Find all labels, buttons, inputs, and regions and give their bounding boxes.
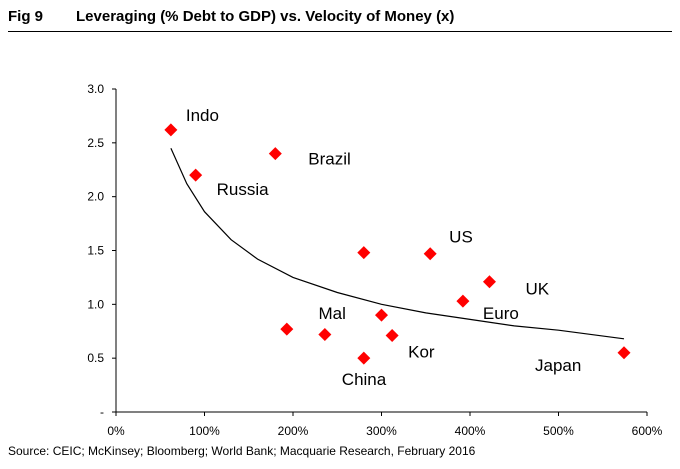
- points-group: [164, 123, 631, 365]
- y-tick-label: 2.5: [87, 136, 104, 150]
- data-point-russia: [189, 168, 203, 182]
- chart-title: Leveraging (% Debt to GDP) vs. Velocity …: [76, 8, 455, 25]
- x-tick-label: 500%: [543, 424, 574, 438]
- x-tick-label: 100%: [189, 424, 220, 438]
- x-tick-label: 400%: [455, 424, 486, 438]
- data-point-kor: [385, 329, 399, 343]
- x-tick-label: 300%: [366, 424, 397, 438]
- trendline-group: [170, 147, 625, 340]
- point-label-indo: Indo: [186, 106, 219, 125]
- data-point: [318, 327, 332, 341]
- data-point: [280, 322, 294, 336]
- x-tick-label: 600%: [632, 424, 663, 438]
- axes: - 0.5 1.0 1.5 2.0 2.5 3.0 0% 100% 200% 300% 400% 500…: [87, 82, 662, 438]
- data-point-mal: [375, 308, 388, 322]
- data-point-japan: [617, 346, 631, 360]
- y-tick-label: 2.0: [87, 190, 104, 204]
- point-labels-group: Indo Brazil Russia US UK Euro Mal Kor China Japan: [186, 106, 581, 389]
- point-label-brazil: Brazil: [308, 150, 351, 169]
- point-label-uk: UK: [525, 280, 549, 299]
- y-tick-label: 3.0: [87, 82, 104, 96]
- point-label-kor: Kor: [408, 343, 435, 362]
- point-label-china: China: [342, 370, 387, 389]
- y-tick-label: -: [100, 405, 104, 419]
- point-label-euro: Euro: [483, 304, 519, 323]
- data-point-euro: [456, 294, 470, 308]
- point-label-russia: Russia: [217, 180, 270, 199]
- data-point-china: [357, 351, 371, 365]
- data-point-brazil: [268, 147, 282, 161]
- data-point: [357, 246, 371, 260]
- y-tick-label: 1.0: [87, 297, 104, 311]
- data-point-uk: [482, 275, 496, 289]
- source-note: Source: CEIC; McKinsey; Bloomberg; World…: [8, 444, 476, 458]
- data-point-us: [423, 247, 437, 261]
- scatter-chart: - 0.5 1.0 1.5 2.0 2.5 3.0 0% 100% 200% 300% 400% 500…: [87, 82, 662, 438]
- x-tick-label: 0%: [107, 424, 125, 438]
- point-label-japan: Japan: [535, 356, 581, 375]
- y-tick-label: 0.5: [87, 351, 104, 365]
- figure-number: Fig 9: [8, 8, 44, 25]
- x-tick-label: 200%: [278, 424, 309, 438]
- point-label-mal: Mal: [319, 304, 346, 323]
- trendline: [170, 147, 625, 340]
- figure-header: Fig 9 Leveraging (% Debt to GDP) vs. Vel…: [8, 6, 672, 32]
- y-tick-label: 1.5: [87, 244, 104, 258]
- point-label-us: US: [449, 228, 473, 247]
- data-point-indo: [164, 123, 178, 137]
